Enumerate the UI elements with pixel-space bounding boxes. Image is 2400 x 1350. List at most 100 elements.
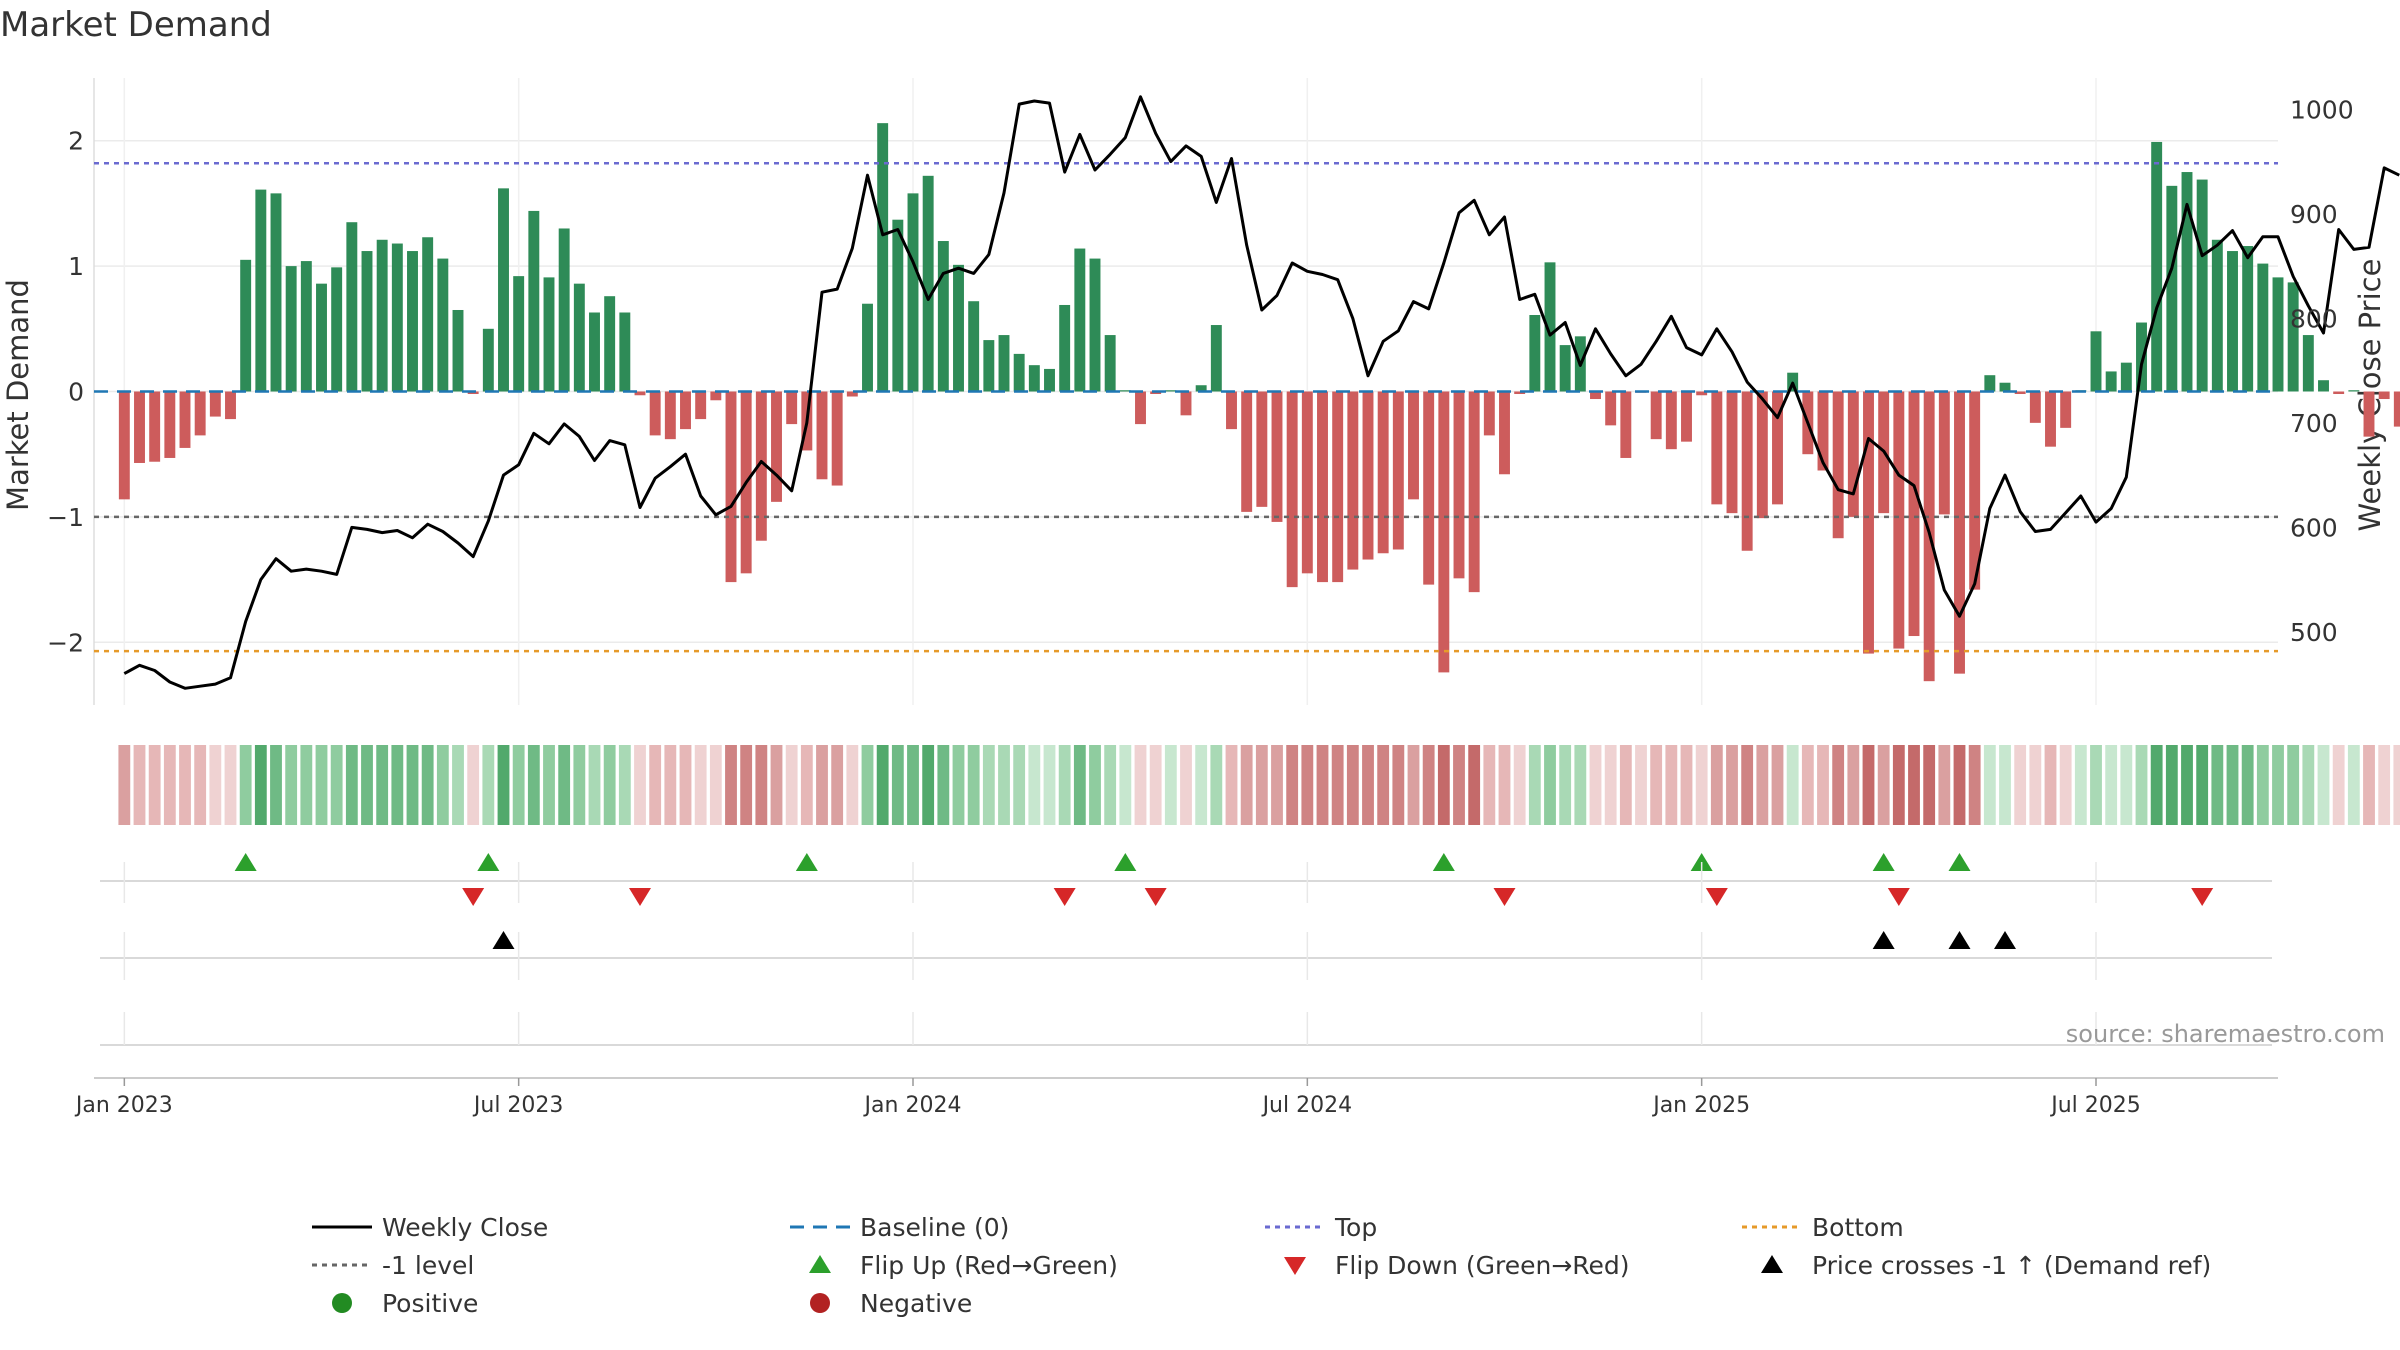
strip-cell [558,745,571,825]
strip-cell [2105,745,2118,825]
x-axis-ticks: Jan 2023 Jul 2023 Jan 2024 Jul 2024 Jan 2025… [74,862,2141,1118]
demand-bar [1514,391,1526,395]
demand-bar [1135,391,1146,425]
strip-cell [1832,745,1845,825]
legend-item: Bottom [1742,1213,1904,1242]
demand-bar [361,251,373,392]
demand-bar [2378,391,2390,400]
x-tick-label: Jan 2025 [1651,1093,1750,1118]
demand-bar [1726,391,1738,514]
demand-bar [2333,391,2345,395]
legend-item: Baseline (0) [790,1213,1009,1242]
strip-cell [2393,745,2400,825]
left-tick-label: −1 [47,503,84,532]
demand-bar [755,391,767,541]
strip-cell [1999,745,2011,825]
left-tick-label: 1 [68,252,84,281]
strip-cell [1058,745,1071,825]
reference-lines [94,162,2278,653]
demand-bar [1059,304,1071,392]
demand-bar [1772,391,1783,505]
strip-cell [1225,745,1238,825]
demand-bar [1969,391,1981,590]
demand-bar [513,276,525,392]
demand-bar [2105,371,2117,392]
demand-bar [983,340,995,392]
strip-cell [709,745,722,825]
demand-bar [1832,391,1844,539]
strip-cell [1453,745,1465,825]
strip-cell [2332,745,2345,825]
strip-cell [2135,745,2148,825]
x-tick-label: Jul 2023 [472,1093,564,1118]
strip-cell [603,745,616,825]
strip-cell [1665,745,1678,825]
flip-up-marker [234,853,257,871]
demand-bar [1741,391,1753,551]
demand-bar [1559,345,1571,392]
left-tick-label: 2 [68,127,84,156]
strip-cell [664,745,677,825]
demand-bar [316,283,327,392]
flip-up-marker [1948,853,1971,871]
strip-cell [2044,745,2057,825]
strip-cell [1801,745,1814,825]
strip-cell [436,745,449,825]
strip-cell [2317,745,2330,825]
right-tick-label: 500 [2290,618,2338,647]
strip-cell [573,745,586,825]
strip-cell [1635,745,1647,825]
legend-item: Price crosses -1 ↑ (Demand ref) [1761,1251,2211,1280]
demand-bar [1347,391,1359,570]
demand-bar [2287,282,2299,392]
demand-bar [1226,391,1237,430]
strip-cell [254,745,267,825]
demand-bar [255,189,267,392]
legend-swatch [1284,1257,1306,1275]
x-tick-label: Jul 2025 [2049,1093,2141,1118]
demand-bar [1180,391,1192,416]
demand-bar [968,301,980,392]
strip-cell [967,745,980,825]
chart-title: Market Demand [0,5,272,45]
strip-cell [952,745,965,825]
demand-bar [2060,391,2072,428]
demand-bar [376,239,388,392]
strip-cell [1210,745,1223,825]
demand-bar [1332,391,1344,583]
strip-cell [861,745,874,825]
demand-bar [1908,391,1920,637]
demand-bar [285,266,297,392]
x-tick-label: Jan 2024 [863,1093,962,1118]
strip-cell [618,745,631,825]
strip-cell [1362,745,1374,825]
demand-bar [846,391,858,397]
strip-cell [1710,745,1723,825]
price-cross-marker [492,931,515,949]
strip-cell [406,745,419,825]
legend-swatch [332,1293,352,1313]
demand-bar [573,283,585,392]
strip-cell [1195,745,1208,825]
strip-cell [1301,745,1314,825]
demand-bar [1074,248,1086,392]
legend-swatch [810,1293,830,1313]
strip-cell [982,745,995,825]
demand-bar [543,277,555,392]
strip-cell [2363,745,2375,825]
strip-cell [224,745,237,825]
right-tick-label: 800 [2290,304,2338,333]
demand-bar [194,391,206,436]
demand-bar [2363,391,2375,437]
legend-label: Top [1334,1213,1377,1242]
strip-cell [1544,745,1556,825]
strip-cell [1923,745,1936,825]
strip-cell [1953,745,1966,825]
legend-label: Negative [860,1289,972,1318]
flip-up-marker [1432,853,1455,871]
legend-swatch [809,1255,831,1273]
demand-bar [1453,391,1465,579]
demand-bar [2151,141,2163,392]
demand-bar [467,391,479,395]
demand-bar [1817,391,1829,471]
